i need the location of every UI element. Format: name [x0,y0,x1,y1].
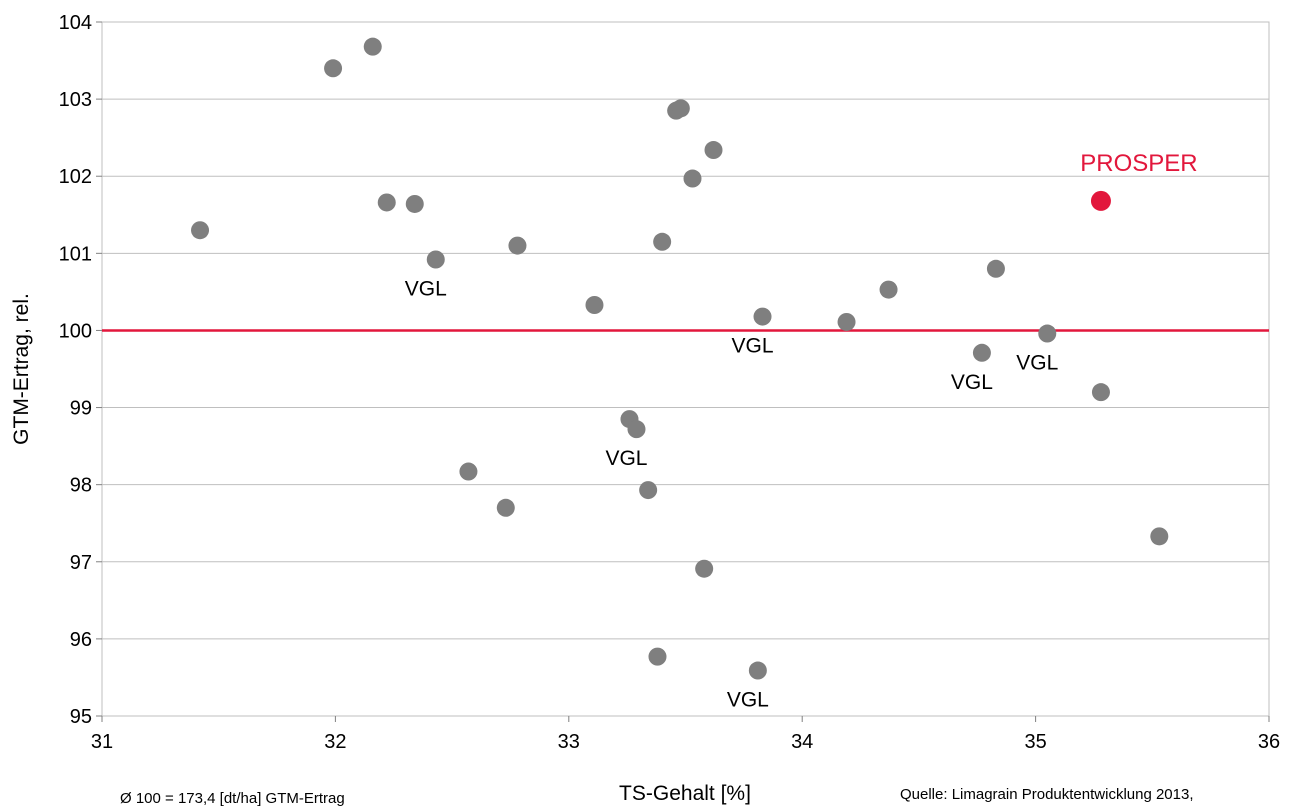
y-tick-label: 99 [70,398,92,420]
y-tick-label: 96 [70,629,92,651]
data-point [695,559,714,578]
data-point [986,259,1005,278]
data-point [496,498,515,517]
footer-average-note: Ø 100 = 173,4 [dt/ha] GTM-Ertrag [120,790,345,807]
x-tick-labels: 31 32 33 34 35 36 [91,731,1280,753]
data-point [753,307,772,326]
point-label: VGL [951,371,993,394]
data-point [837,312,856,331]
point-label: VGL [605,447,647,470]
data-point [191,221,210,240]
data-point [405,194,424,213]
y-tick-label: 98 [70,475,92,497]
point-label: VGL [405,278,447,301]
y-tick-label: 103 [59,89,92,111]
highlight-label: PROSPER [1080,150,1197,177]
point-label: VGL [732,335,774,358]
x-tick-label: 31 [91,731,113,753]
y-tick-label: 102 [59,166,92,188]
data-point [459,462,478,481]
y-tick-label: 95 [70,706,92,728]
data-point [324,59,343,78]
x-tick-label: 33 [558,731,580,753]
data-point [1038,324,1057,343]
data-point [377,193,396,212]
footer-source: Quelle: Limagrain Produktentwicklung 201… [900,786,1194,803]
data-point [879,280,898,299]
plot-area [101,21,1270,717]
data-point [639,481,658,500]
data-point [1150,527,1169,546]
data-point [363,37,382,56]
y-tick-label: 100 [59,320,92,342]
data-point [585,295,604,314]
y-tick-label: 101 [59,243,92,265]
point-label: VGL [1016,352,1058,375]
y-tick-label: 104 [59,12,92,34]
data-point [627,420,646,439]
data-point [426,250,445,269]
y-tick-labels: 95 96 97 98 99 100 101 102 103 104 [59,12,92,728]
point-label: VGL [727,689,769,712]
x-axis-label: TS-Gehalt [%] [619,782,751,805]
data-point [671,99,690,118]
data-point [653,232,672,251]
data-point [748,661,767,680]
data-point [508,236,527,255]
data-point [972,343,991,362]
data-points [191,37,1169,680]
x-tick-label: 34 [791,731,813,753]
x-tick-label: 35 [1024,731,1046,753]
highlight-point [1090,190,1111,211]
data-point [1091,383,1110,402]
point-labels: VGL VGL VGL VGL VGL VGL PROSPER [405,150,1198,712]
data-point [704,141,723,160]
data-point [648,647,667,666]
x-tick-label: 36 [1258,731,1280,753]
y-tick-label: 97 [70,552,92,574]
x-tick-label: 32 [324,731,346,753]
y-axis-label: GTM-Ertrag, rel. [10,293,33,445]
data-point [683,169,702,188]
